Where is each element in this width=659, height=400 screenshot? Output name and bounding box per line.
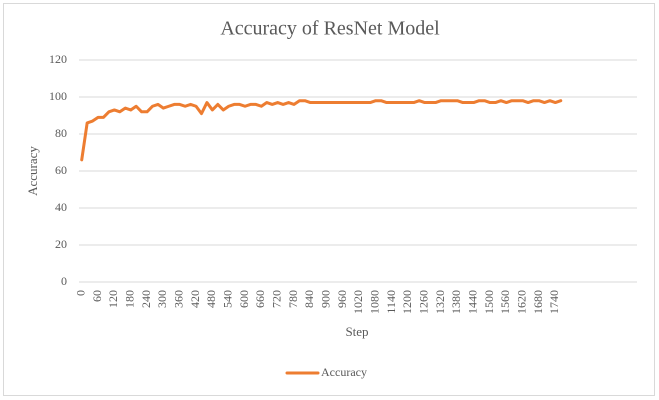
x-tick-label: 900 — [318, 290, 332, 308]
x-tick-label: 360 — [171, 290, 185, 308]
x-tick-label: 180 — [122, 290, 136, 308]
x-tick-label: 420 — [188, 290, 202, 308]
x-tick-label: 240 — [139, 290, 153, 308]
x-tick-label: 120 — [106, 290, 120, 308]
y-axis-label: Accuracy — [25, 146, 40, 196]
y-tick-label: 80 — [55, 126, 67, 140]
x-tick-label: 1560 — [498, 290, 512, 314]
x-tick-label: 1080 — [367, 290, 381, 314]
x-tick-label: 780 — [286, 290, 300, 308]
x-tick-label: 600 — [237, 290, 251, 308]
legend-label: Accuracy — [321, 365, 367, 379]
x-tick-label: 960 — [335, 290, 349, 308]
y-tick-label: 60 — [55, 163, 67, 177]
x-tick-label: 1020 — [351, 290, 365, 314]
data-line — [80, 99, 563, 162]
y-tick-label: 20 — [55, 237, 67, 251]
x-tick-label: 300 — [155, 290, 169, 308]
x-axis-label: Step — [345, 324, 368, 339]
chart-border — [3, 3, 655, 396]
x-tick-label: 1620 — [514, 290, 528, 314]
y-tick-label: 40 — [55, 200, 67, 214]
x-tick-label: 1680 — [531, 290, 545, 314]
x-tick-label: 720 — [269, 290, 283, 308]
x-tick-label: 1260 — [416, 290, 430, 314]
y-tick-label: 100 — [49, 89, 67, 103]
x-tick-label: 1740 — [547, 290, 561, 314]
x-tick-label: 1200 — [400, 290, 414, 314]
x-tick-label: 840 — [302, 290, 316, 308]
x-tick-label: 1440 — [465, 290, 479, 314]
x-tick-label: 1500 — [482, 290, 496, 314]
x-tick-label: 1320 — [433, 290, 447, 314]
x-tick-label: 660 — [253, 290, 267, 308]
y-tick-label: 0 — [61, 274, 67, 288]
chart-title: Accuracy of ResNet Model — [220, 18, 440, 40]
x-tick-label: 540 — [220, 290, 234, 308]
x-tick-label: 1140 — [384, 290, 398, 314]
y-tick-label: 120 — [49, 52, 67, 66]
x-tick-label: 480 — [204, 290, 218, 308]
x-tick-label: 0 — [73, 290, 87, 296]
x-tick-label: 60 — [90, 290, 104, 302]
x-tick-label: 1380 — [449, 290, 463, 314]
